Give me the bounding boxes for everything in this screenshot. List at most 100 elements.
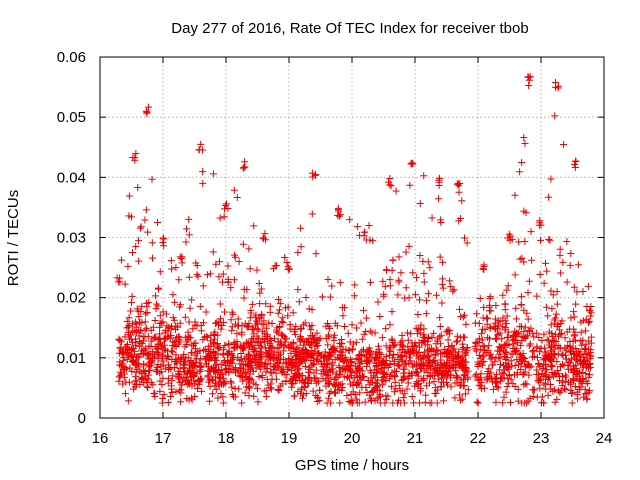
data-point (152, 292, 160, 300)
data-point (447, 350, 455, 358)
data-point (153, 368, 161, 376)
data-point (489, 361, 497, 369)
data-point (201, 356, 209, 364)
data-point (580, 393, 588, 401)
data-point (116, 368, 124, 376)
data-point (184, 354, 192, 362)
data-point (551, 314, 559, 322)
data-point (484, 375, 492, 383)
data-point (529, 329, 537, 337)
data-point (134, 184, 142, 192)
data-point (121, 363, 129, 371)
data-point (457, 313, 465, 321)
data-point (363, 362, 371, 370)
data-point (299, 378, 307, 386)
data-point (199, 168, 207, 176)
data-point (376, 313, 384, 321)
data-point (530, 386, 538, 394)
data-point (503, 383, 511, 391)
data-point (472, 370, 480, 378)
data-point (296, 336, 304, 344)
data-point (557, 387, 565, 395)
data-point (325, 389, 333, 397)
data-point (575, 386, 583, 394)
data-point (225, 347, 233, 355)
data-point (156, 268, 164, 276)
data-point (409, 269, 417, 277)
data-point (570, 313, 578, 321)
data-point (172, 388, 180, 396)
data-point (252, 347, 260, 355)
data-point (502, 349, 510, 357)
data-point (471, 345, 479, 353)
data-point (290, 392, 298, 400)
data-point (365, 344, 373, 352)
data-point (227, 284, 235, 292)
data-point (161, 335, 169, 343)
data-point (187, 349, 195, 357)
data-point (210, 340, 218, 348)
data-point (284, 312, 292, 320)
data-point (437, 359, 445, 367)
data-point (217, 325, 225, 333)
data-point (245, 245, 253, 253)
data-point (455, 181, 463, 189)
data-point (533, 292, 541, 300)
data-point (221, 357, 229, 365)
data-point (355, 363, 363, 371)
data-point-peak (570, 160, 578, 168)
data-point (553, 300, 561, 308)
data-point (158, 399, 166, 407)
data-point (474, 374, 482, 382)
data-point (512, 348, 520, 356)
data-point (571, 383, 579, 391)
y-tick-label: 0.04 (57, 169, 86, 186)
data-point (133, 305, 141, 313)
data-point (275, 306, 283, 314)
data-point-peak (408, 159, 416, 167)
data-point (512, 304, 520, 312)
data-point (567, 250, 575, 258)
data-point (555, 326, 563, 334)
data-point (420, 269, 428, 277)
data-point (373, 369, 381, 377)
data-point (126, 335, 134, 343)
data-point (307, 351, 315, 359)
data-point-peak (115, 278, 123, 286)
data-point (174, 333, 182, 341)
data-point (503, 340, 511, 348)
data-point (330, 343, 338, 351)
data-point (387, 382, 395, 390)
data-point (203, 333, 211, 341)
data-point (567, 314, 575, 322)
data-point (548, 362, 556, 370)
data-point-peak (504, 234, 512, 242)
data-point (168, 389, 176, 397)
data-point (120, 373, 128, 381)
data-point (543, 303, 551, 311)
data-point (152, 305, 160, 313)
data-point (284, 303, 292, 311)
data-point-peak (525, 76, 533, 84)
data-point (390, 360, 398, 368)
data-point (220, 213, 228, 221)
data-point (200, 346, 208, 354)
data-point (356, 350, 364, 358)
data-point (415, 355, 423, 363)
data-point (369, 387, 377, 395)
data-point (546, 356, 554, 364)
data-point (197, 366, 205, 374)
data-point (545, 341, 553, 349)
data-point (487, 355, 495, 363)
data-point (551, 330, 559, 338)
data-point (121, 280, 129, 288)
data-point (335, 364, 343, 372)
data-point (438, 299, 446, 307)
data-point (154, 349, 162, 357)
data-point (579, 364, 587, 372)
data-point (571, 336, 579, 344)
data-point (263, 350, 271, 358)
data-point (211, 319, 219, 327)
data-point (576, 369, 584, 377)
x-axis-label: GPS time / hours (295, 457, 409, 474)
